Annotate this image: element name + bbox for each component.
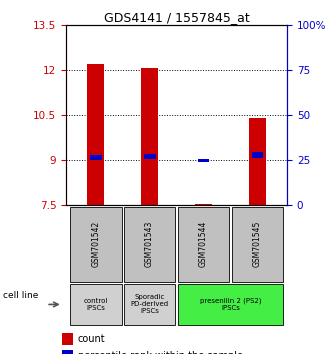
Text: cell line: cell line xyxy=(3,291,39,300)
Bar xyxy=(198,159,210,162)
Text: count: count xyxy=(78,334,105,344)
Text: GSM701542: GSM701542 xyxy=(91,221,100,267)
Bar xyxy=(232,207,283,282)
Bar xyxy=(62,350,73,354)
Bar xyxy=(249,118,266,205)
Bar xyxy=(90,155,102,160)
Bar xyxy=(195,204,212,205)
Bar xyxy=(70,284,121,325)
Text: GSM701544: GSM701544 xyxy=(199,221,208,268)
Text: percentile rank within the sample: percentile rank within the sample xyxy=(78,352,243,354)
Text: presenilin 2 (PS2)
iPSCs: presenilin 2 (PS2) iPSCs xyxy=(200,298,261,311)
Text: Sporadic
PD-derived
iPSCs: Sporadic PD-derived iPSCs xyxy=(131,295,169,314)
Title: GDS4141 / 1557845_at: GDS4141 / 1557845_at xyxy=(104,11,249,24)
Bar xyxy=(144,154,155,159)
Bar xyxy=(124,284,176,325)
Bar xyxy=(178,284,283,325)
Text: GSM701545: GSM701545 xyxy=(253,221,262,268)
Text: GSM701543: GSM701543 xyxy=(145,221,154,268)
Bar xyxy=(87,64,104,205)
Bar xyxy=(178,207,229,282)
Bar xyxy=(251,152,263,158)
Bar xyxy=(141,68,158,205)
Bar xyxy=(70,207,121,282)
Bar xyxy=(124,207,176,282)
Text: control
IPSCs: control IPSCs xyxy=(83,298,108,311)
Bar xyxy=(62,333,73,345)
